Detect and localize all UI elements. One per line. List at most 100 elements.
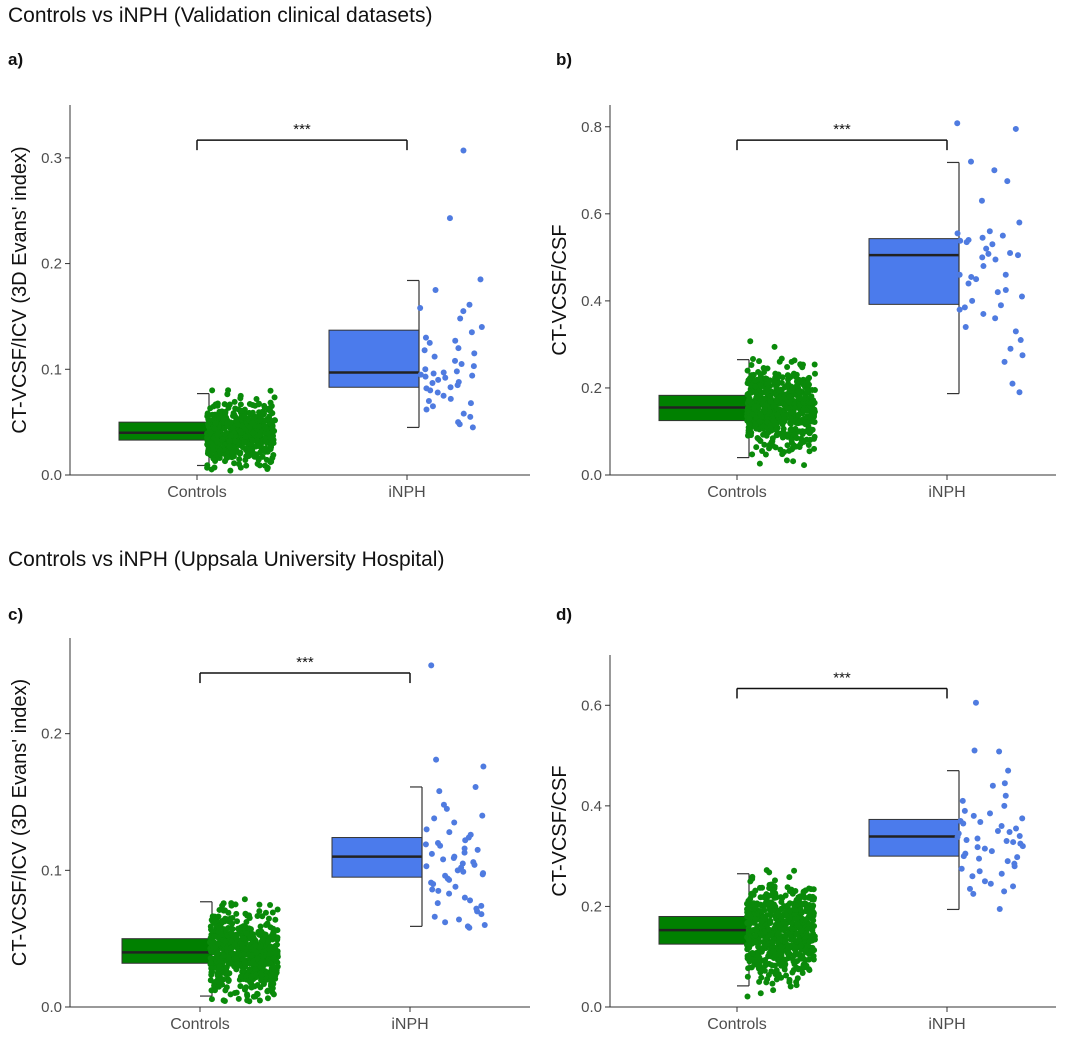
control-point: [261, 931, 268, 938]
control-point: [264, 464, 271, 471]
control-point: [208, 969, 215, 976]
inph-point: [979, 254, 986, 261]
control-point: [776, 936, 783, 943]
panel-letter-c: c): [8, 605, 24, 624]
control-point: [254, 913, 261, 920]
control-point: [212, 420, 219, 427]
inph-point: [1003, 838, 1010, 845]
inph-point: [429, 380, 436, 387]
inph-point: [469, 372, 476, 379]
inph-point: [954, 834, 961, 841]
inph-point: [1007, 250, 1014, 256]
control-point: [790, 458, 797, 465]
control-point: [784, 431, 791, 438]
control-point: [205, 412, 212, 419]
control-point: [228, 900, 235, 907]
section-title-uppsala: Controls vs iNPH (Uppsala University Hos…: [8, 548, 445, 571]
inph-point: [425, 398, 432, 404]
control-point: [810, 435, 817, 442]
inph-point: [440, 369, 447, 376]
inph-point: [969, 297, 976, 304]
control-point: [220, 415, 227, 422]
inph-point: [978, 197, 985, 204]
inph-point: [442, 374, 449, 381]
y-axis-label: CT-VCSF/ICV (3D Evans' index): [9, 146, 31, 433]
inph-point: [434, 900, 441, 907]
control-point: [753, 394, 760, 401]
control-point: [224, 420, 231, 427]
control-point: [220, 900, 227, 907]
inph-point: [986, 228, 993, 235]
y-tick-label: 0.0: [41, 467, 62, 484]
control-point: [246, 966, 253, 973]
control-point: [745, 390, 752, 397]
control-point: [243, 919, 250, 926]
control-point: [797, 894, 804, 901]
control-point: [245, 453, 252, 460]
control-point: [806, 938, 813, 945]
control-point: [748, 939, 755, 946]
inph-point: [1006, 829, 1013, 836]
inph-point: [981, 878, 988, 885]
control-point: [804, 932, 811, 939]
control-point: [808, 948, 815, 955]
control-point: [231, 941, 238, 948]
inph-point: [954, 120, 961, 127]
control-point: [261, 447, 268, 454]
control-point: [784, 442, 791, 449]
control-point: [209, 442, 216, 449]
inph-point: [442, 919, 449, 926]
inph-point: [1012, 125, 1019, 132]
control-point: [753, 425, 760, 432]
inph-point: [481, 922, 488, 928]
control-point: [750, 356, 757, 363]
inph-point: [956, 271, 963, 278]
control-point: [773, 398, 780, 405]
inph-point: [977, 818, 984, 825]
control-point: [794, 921, 801, 928]
control-point: [233, 910, 240, 917]
control-point: [783, 972, 790, 979]
control-point: [744, 973, 751, 980]
control-point: [788, 437, 795, 444]
inph-point: [987, 880, 994, 887]
inph-point: [963, 837, 970, 844]
control-point: [260, 981, 267, 988]
inph-point: [983, 245, 990, 252]
control-point: [811, 895, 818, 902]
control-point: [806, 448, 813, 455]
control-point: [256, 417, 263, 424]
control-point: [762, 915, 769, 922]
control-point: [252, 402, 259, 409]
inph-point: [433, 756, 440, 763]
control-point: [762, 451, 769, 458]
control-point: [214, 400, 221, 407]
y-tick-label: 0.0: [41, 999, 62, 1016]
control-point: [773, 971, 780, 978]
control-point: [784, 950, 791, 957]
control-point: [234, 918, 241, 925]
control-point: [808, 399, 815, 406]
control-point: [789, 384, 796, 391]
control-point: [766, 869, 773, 876]
control-point: [248, 973, 255, 980]
control-point: [226, 437, 233, 444]
control-point: [756, 460, 763, 467]
control-point: [757, 410, 764, 417]
inph-point: [461, 849, 468, 856]
control-point: [811, 445, 818, 452]
control-point: [249, 419, 256, 426]
control-point: [800, 407, 807, 414]
inph-point: [452, 337, 459, 344]
control-point: [242, 911, 249, 918]
control-point: [764, 385, 771, 392]
control-point: [756, 884, 763, 891]
y-axis-label: CT-VCSF/ICV (3D Evans' index): [9, 679, 31, 966]
control-point: [752, 383, 759, 390]
control-point: [763, 375, 770, 382]
control-point: [770, 402, 777, 409]
control-point: [767, 932, 774, 939]
control-point: [256, 997, 263, 1004]
box: [868, 238, 960, 305]
control-point: [779, 421, 786, 428]
